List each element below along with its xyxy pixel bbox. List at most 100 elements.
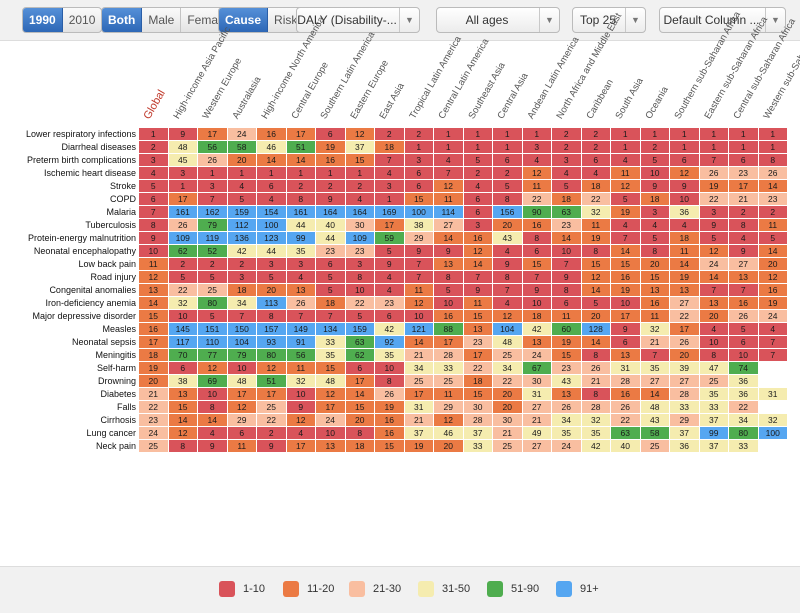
heatmap-cell[interactable]: 3	[522, 141, 551, 153]
heatmap-cell[interactable]: 14	[552, 232, 581, 244]
heatmap-cell[interactable]: 18	[345, 440, 374, 452]
row-label[interactable]: Congenital anomalies	[49, 285, 136, 295]
heatmap-cell[interactable]: 9	[168, 128, 197, 140]
heatmap-cell[interactable]: 4	[375, 271, 404, 283]
heatmap-cell[interactable]: 13	[729, 271, 758, 283]
heatmap-cell[interactable]: 2	[463, 167, 492, 179]
heatmap-cell[interactable]: 56	[198, 141, 227, 153]
heatmap-cell[interactable]: 21	[493, 427, 522, 439]
heatmap-cell[interactable]: 32	[758, 414, 787, 426]
heatmap-cell[interactable]: 23	[552, 362, 581, 374]
heatmap-cell[interactable]: 19	[139, 362, 168, 374]
heatmap-cell[interactable]: 20	[434, 440, 463, 452]
heatmap-cell[interactable]: 8	[434, 271, 463, 283]
heatmap-cell[interactable]: 1	[345, 167, 374, 179]
heatmap-cell[interactable]: 6	[139, 193, 168, 205]
heatmap-cell[interactable]: 7	[434, 167, 463, 179]
heatmap-cell[interactable]: 30	[463, 401, 492, 413]
heatmap-cell[interactable]: 3	[286, 258, 315, 270]
heatmap-cell[interactable]: 17	[286, 440, 315, 452]
heatmap-cell[interactable]: 8	[699, 349, 728, 361]
heatmap-cell[interactable]: 5	[139, 180, 168, 192]
row-label[interactable]: Tuberculosis	[85, 220, 136, 230]
heatmap-cell[interactable]: 80	[257, 349, 286, 361]
heatmap-cell[interactable]: 10	[316, 427, 345, 439]
heatmap-cell[interactable]: 19	[552, 336, 581, 348]
top-select[interactable]: Top 25 ▼	[572, 7, 646, 33]
heatmap-cell[interactable]: 3	[699, 206, 728, 218]
row-label[interactable]: Preterm birth complications	[26, 155, 136, 165]
heatmap-cell[interactable]: 5	[345, 310, 374, 322]
heatmap-cell[interactable]: 2	[375, 128, 404, 140]
heatmap-cell[interactable]: 18	[375, 141, 404, 153]
heatmap-cell[interactable]: 14	[257, 154, 286, 166]
heatmap-cell[interactable]: 10	[139, 245, 168, 257]
heatmap-cell[interactable]: 12	[522, 167, 551, 179]
heatmap-cell[interactable]: 27	[434, 219, 463, 231]
heatmap-cell[interactable]: 9	[552, 271, 581, 283]
heatmap-cell[interactable]: 26	[375, 388, 404, 400]
heatmap-cell[interactable]: 12	[168, 427, 197, 439]
column-header[interactable]: Southern Latin America	[318, 29, 378, 121]
heatmap-cell[interactable]: 26	[729, 310, 758, 322]
heatmap-cell[interactable]: 121	[404, 323, 433, 335]
heatmap-cell[interactable]: 12	[758, 271, 787, 283]
heatmap-cell[interactable]: 22	[139, 401, 168, 413]
heatmap-cell[interactable]: 21	[581, 375, 610, 387]
heatmap-cell[interactable]: 7	[758, 336, 787, 348]
heatmap-cell[interactable]: 10	[699, 336, 728, 348]
heatmap-cell[interactable]: 21	[522, 414, 551, 426]
heatmap-cell[interactable]: 18	[316, 297, 345, 309]
column-header[interactable]: Caribbean	[583, 77, 616, 121]
heatmap-cell[interactable]: 44	[257, 245, 286, 257]
heatmap-cell[interactable]: 12	[434, 414, 463, 426]
heatmap-cell[interactable]: 13	[699, 297, 728, 309]
heatmap-cell[interactable]: 2	[581, 128, 610, 140]
heatmap-cell[interactable]: 9	[139, 232, 168, 244]
heatmap-cell[interactable]: 42	[375, 323, 404, 335]
heatmap-cell[interactable]: 12	[463, 245, 492, 257]
heatmap-cell[interactable]: 20	[227, 154, 256, 166]
heatmap-cell[interactable]: 113	[257, 297, 286, 309]
heatmap-cell[interactable]: 10	[611, 297, 640, 309]
heatmap-cell[interactable]: 13	[670, 284, 699, 296]
heatmap-cell[interactable]: 16	[375, 414, 404, 426]
heatmap-cell[interactable]: 48	[493, 336, 522, 348]
heatmap-cell[interactable]: 14	[434, 232, 463, 244]
heatmap-cell[interactable]: 5	[227, 193, 256, 205]
row-label[interactable]: COPD	[109, 194, 136, 204]
heatmap-cell[interactable]: 128	[581, 323, 610, 335]
heatmap-cell[interactable]: 17	[227, 388, 256, 400]
heatmap-cell[interactable]: 12	[493, 310, 522, 322]
heatmap-cell[interactable]: 18	[139, 349, 168, 361]
heatmap-cell[interactable]: 1	[522, 128, 551, 140]
heatmap-cell[interactable]: 7	[227, 310, 256, 322]
heatmap-cell[interactable]: 9	[640, 180, 669, 192]
heatmap-cell[interactable]: 18	[552, 193, 581, 205]
heatmap-cell[interactable]: 12	[670, 167, 699, 179]
heatmap-cell[interactable]: 3	[404, 154, 433, 166]
heatmap-cell[interactable]: 2	[552, 128, 581, 140]
heatmap-cell[interactable]: 17	[316, 401, 345, 413]
heatmap-cell[interactable]: 20	[758, 258, 787, 270]
column-header[interactable]: South Asia	[613, 76, 646, 121]
heatmap-cell[interactable]: 67	[522, 362, 551, 374]
heatmap-cell[interactable]: 1	[493, 128, 522, 140]
heatmap-cell[interactable]: 18	[522, 310, 551, 322]
heatmap-cell[interactable]: 12	[227, 401, 256, 413]
heatmap-cell[interactable]: 9	[316, 193, 345, 205]
row-label[interactable]: Neonatal encephalopathy	[33, 246, 136, 256]
heatmap-cell[interactable]: 9	[699, 219, 728, 231]
row-label[interactable]: Neonatal sepsis	[71, 337, 136, 347]
age-select[interactable]: All ages ▼	[436, 7, 560, 33]
heatmap-cell[interactable]: 20	[493, 401, 522, 413]
heatmap-cell[interactable]: 6	[581, 154, 610, 166]
heatmap-cell[interactable]: 19	[316, 141, 345, 153]
heatmap-cell[interactable]: 17	[198, 128, 227, 140]
heatmap-cell[interactable]: 1	[670, 128, 699, 140]
row-label[interactable]: Meningitis	[95, 350, 136, 360]
heatmap-cell[interactable]: 37	[463, 427, 492, 439]
heatmap-cell[interactable]: 14	[611, 245, 640, 257]
heatmap-cell[interactable]: 3	[552, 154, 581, 166]
heatmap-cell[interactable]: 11	[434, 193, 463, 205]
